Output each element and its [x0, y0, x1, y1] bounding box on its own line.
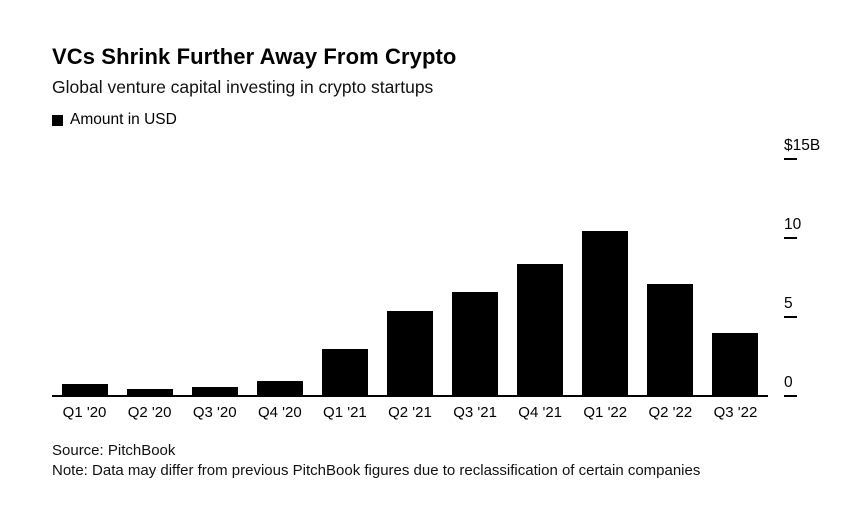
chart-title: VCs Shrink Further Away From Crypto — [52, 44, 457, 69]
plot-area — [52, 160, 768, 397]
y-axis-label: 5 — [784, 295, 793, 312]
legend-swatch-icon — [52, 114, 63, 126]
y-axis-tick — [784, 237, 797, 239]
x-axis-labels: Q1 '20 Q2 '20 Q3 '20 Q4 '20 Q1 '21 Q2 '21 Q3 '… — [52, 404, 768, 424]
x-axis-label: Q1 '22 — [583, 404, 628, 421]
bar-q421 — [517, 264, 564, 395]
y-axis-label: 10 — [784, 216, 802, 233]
x-axis-label: Q3 '20 — [192, 404, 237, 421]
chart-footer: Source: PitchBook Note: Data may differ … — [52, 441, 822, 481]
y-axis-tick — [784, 158, 797, 160]
x-axis-label: Q3 '21 — [453, 404, 497, 421]
x-axis-label: Q4 '20 — [257, 404, 302, 421]
chart-subtitle: Global venture capital investing in cryp… — [52, 77, 434, 97]
bar-q222 — [647, 284, 694, 395]
data-note: Note: Data may differ from previous Pitc… — [52, 462, 701, 479]
x-axis-label: Q2 '21 — [388, 404, 432, 421]
x-axis-label: Q1 '21 — [323, 404, 367, 421]
y-axis-label: $15B — [784, 137, 821, 154]
x-axis-label: Q4 '21 — [518, 404, 563, 421]
bar-q420 — [256, 381, 303, 395]
y-axis-tick — [784, 395, 797, 397]
bar-q322 — [712, 333, 759, 395]
source-note: Source: PitchBook — [52, 442, 176, 459]
bar-q220 — [126, 389, 173, 395]
bar-q121 — [321, 349, 368, 395]
legend-label: Amount in USD — [70, 111, 177, 128]
x-axis-label: Q2 '22 — [648, 404, 693, 421]
bar-q221 — [387, 311, 433, 395]
bar-q321 — [452, 292, 499, 395]
bar-q122 — [582, 231, 629, 395]
y-axis-label: 0 — [784, 374, 793, 391]
bar-q320 — [191, 387, 238, 395]
x-axis-label: Q3 '22 — [713, 404, 758, 421]
legend: Amount in USD — [52, 111, 177, 129]
bar-q120 — [61, 384, 108, 395]
y-axis: 0 5 10 $15B — [782, 137, 852, 397]
y-axis-tick — [784, 316, 797, 318]
x-axis-label: Q1 '20 — [62, 404, 107, 421]
x-axis-label: Q2 '20 — [127, 404, 172, 421]
